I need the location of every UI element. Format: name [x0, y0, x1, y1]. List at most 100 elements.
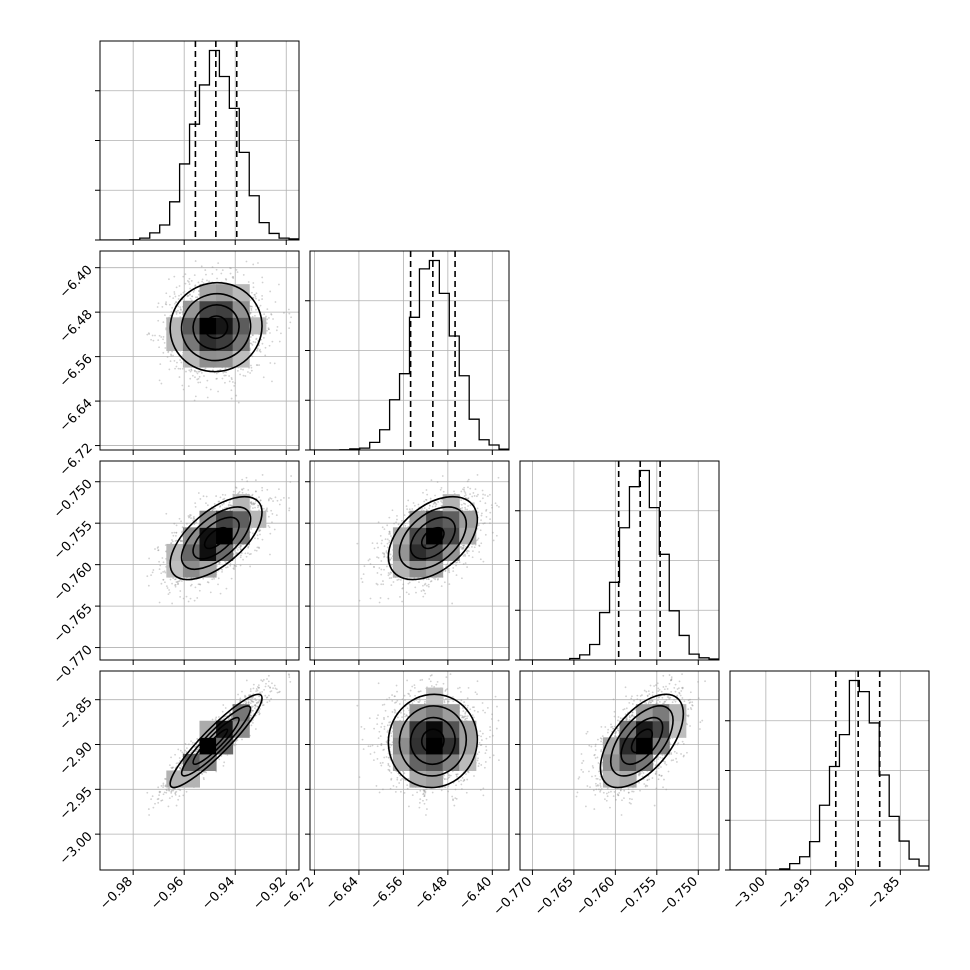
scatter-point [249, 342, 252, 345]
scatter-point [173, 359, 176, 362]
scatter-point [256, 534, 259, 537]
scatter-point [168, 589, 170, 591]
scatter-point [254, 549, 256, 552]
scatter-point [178, 312, 181, 315]
scatter-point [172, 354, 174, 357]
scatter-point [250, 307, 253, 310]
scatter-point [215, 495, 218, 497]
scatter-point [407, 499, 410, 502]
scatter-point [174, 583, 177, 586]
scatter-point [172, 297, 175, 299]
scatter-point [241, 489, 244, 491]
scatter-point [270, 313, 273, 315]
scatter-point [193, 523, 196, 526]
hist-panel-0 [95, 40, 300, 245]
scatter-point [171, 602, 174, 605]
scatter-point [480, 512, 483, 515]
y-tick-label: −0.755 [51, 518, 96, 563]
scatter-point [252, 341, 255, 343]
scatter-point [229, 504, 232, 507]
panel-frame [99, 250, 300, 451]
scatter-point [390, 535, 392, 537]
scatter-point [218, 500, 221, 503]
scatter-point [239, 564, 242, 567]
contour-line [169, 495, 263, 581]
scatter-point [211, 369, 214, 372]
scatter-point [259, 499, 262, 502]
scatter-point [414, 586, 417, 589]
scatter-point [213, 578, 215, 580]
density-cell [216, 510, 234, 528]
scatter-point [484, 502, 487, 505]
scatter-point [465, 550, 468, 553]
scatter-point [162, 578, 165, 581]
scatter-point [166, 356, 169, 358]
scatter-point [161, 557, 164, 559]
scatter-point [217, 390, 219, 393]
scatter-point [160, 572, 163, 575]
scatter-point [182, 597, 185, 600]
scatter-point [163, 341, 166, 344]
scatter-point [245, 476, 248, 479]
scatter-point [252, 507, 254, 509]
scatter-point [246, 480, 249, 483]
scatter-point [154, 334, 156, 337]
scatter-point [211, 266, 214, 269]
scatter-point [169, 578, 172, 581]
scatter-point [199, 381, 202, 384]
scatter-point [216, 277, 218, 280]
scatter-point [189, 287, 191, 290]
scatter-point [178, 376, 181, 378]
scatter-point [229, 504, 232, 507]
scatter-point [178, 580, 181, 582]
scatter-point [249, 505, 252, 508]
scatter-point [256, 349, 258, 352]
scatter-point [189, 514, 192, 517]
scatter-point [157, 546, 160, 548]
scatter-point [212, 507, 215, 510]
scatter-point [240, 368, 242, 370]
scatter-point [491, 506, 493, 509]
scatter-point [240, 552, 243, 555]
scatter-point [377, 556, 380, 559]
scatter-point [189, 377, 192, 380]
scatter-point [254, 341, 257, 344]
scatter-point [206, 279, 208, 282]
scatter-point [229, 564, 232, 567]
scatter-point [245, 260, 248, 263]
scatter-point [257, 546, 260, 549]
panel-content [100, 461, 299, 660]
scatter-point [251, 334, 254, 336]
scatter-point [255, 337, 258, 340]
scatter-point [193, 369, 196, 372]
scatter-point [249, 352, 252, 355]
scatter-point [256, 537, 259, 540]
scatter-point [204, 367, 207, 370]
scatter-point [381, 552, 384, 554]
scatter-point [266, 507, 268, 510]
scatter-point [477, 537, 480, 540]
scatter-point [179, 359, 182, 361]
scatter-point [256, 347, 259, 350]
scatter-point [254, 506, 256, 509]
scatter-point [150, 574, 153, 576]
scatter-point [198, 589, 201, 592]
scatter-point [162, 578, 165, 581]
scatter-point [192, 517, 195, 520]
scatter-point [447, 569, 450, 572]
scatter-point [162, 351, 165, 354]
scatter-point [467, 478, 470, 481]
scatter-point [385, 551, 388, 554]
scatter-point [485, 508, 488, 511]
scatter-point [250, 502, 253, 505]
scatter-point [255, 292, 258, 295]
density-cell [232, 350, 250, 368]
scatter-point [257, 504, 259, 507]
scatter-point [229, 267, 231, 269]
scatter-point [249, 299, 252, 302]
y-tick-label: −6.64 [57, 396, 96, 435]
scatter-point [435, 503, 438, 506]
scatter-point [391, 509, 394, 512]
scatter-point [217, 583, 219, 586]
scatter-point [181, 540, 184, 543]
